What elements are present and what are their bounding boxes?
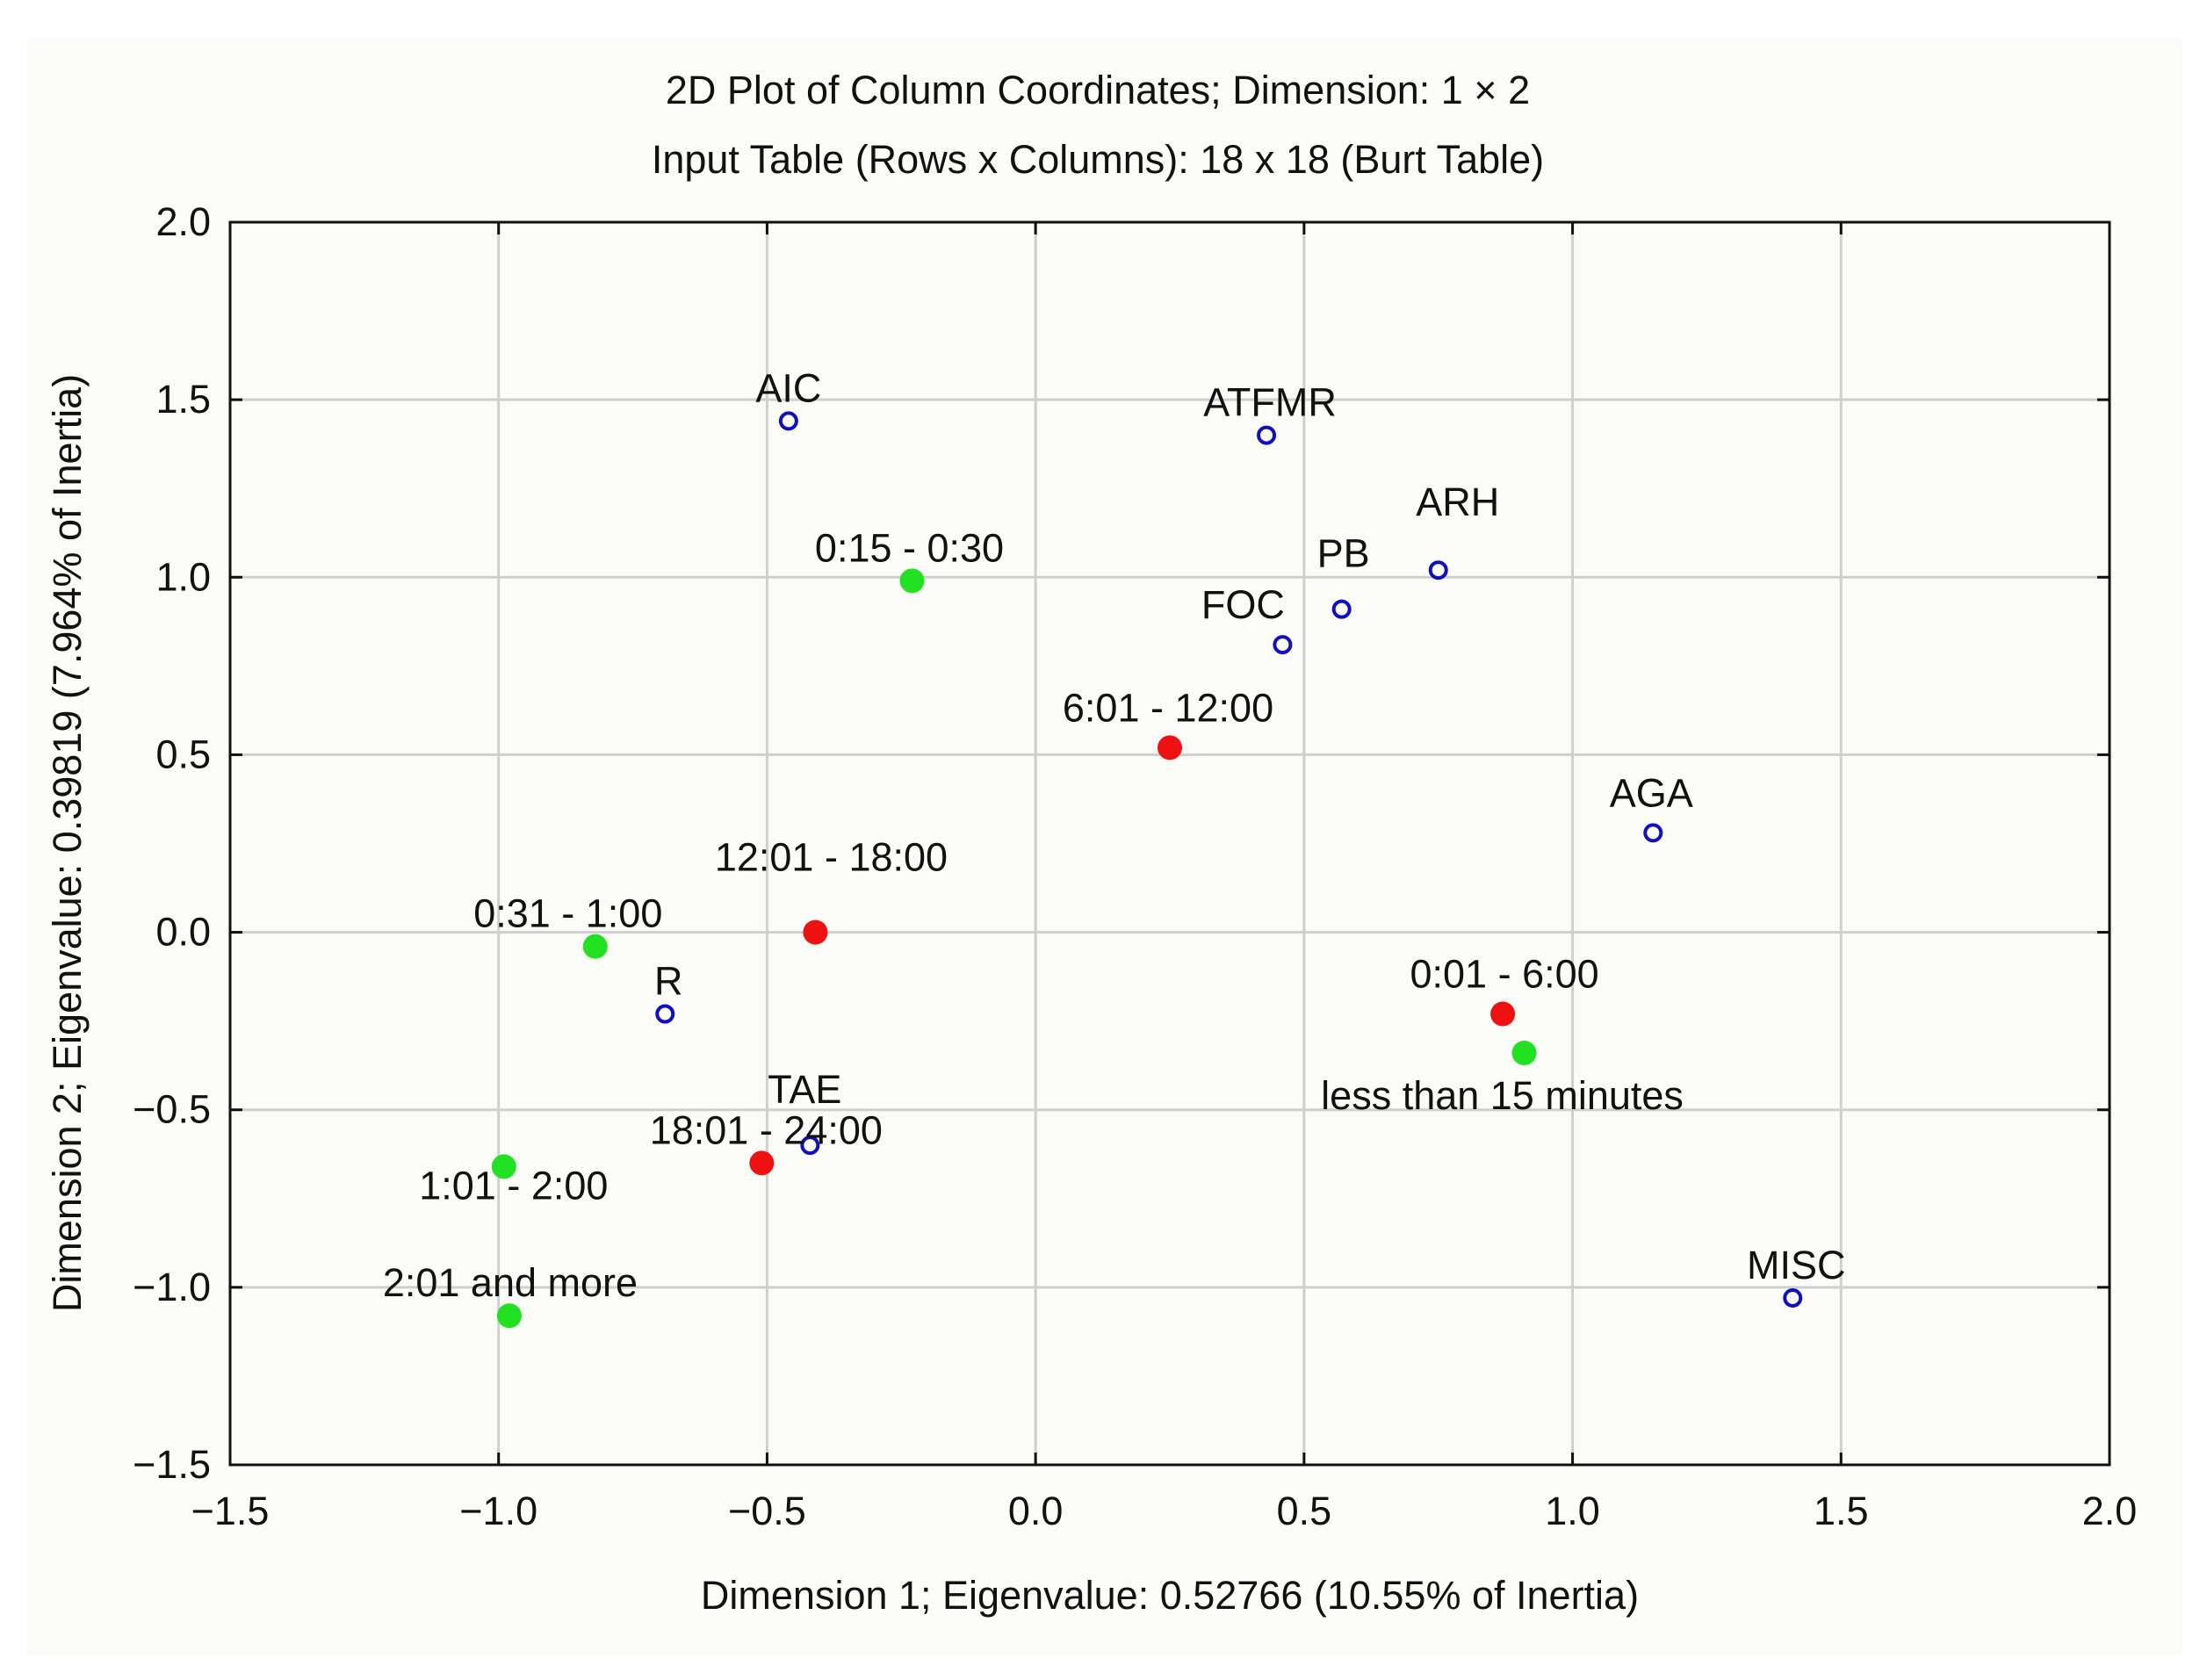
- point-labels: AIC ATFMR ARH PB FOC AGA R TAE MISC 6:01 - 12:00 1…: [383, 365, 1846, 1305]
- point-categories: [655, 1004, 675, 1024]
- point-label: TAE: [768, 1067, 841, 1112]
- axis-ticks: −1.5 −1.0 −0.5 0.0 0.5 1.0 1.5 2.0 −1.5 −1.0 −0.5 0…: [133, 199, 2137, 1533]
- x-tick-label: 2.0: [2082, 1489, 2138, 1533]
- point-duration: [1511, 1041, 1537, 1066]
- x-tick-label: 1.5: [1814, 1489, 1869, 1533]
- y-tick-label: 0.5: [155, 732, 211, 776]
- x-tick-label: −1.0: [459, 1489, 537, 1533]
- point-categories: [778, 411, 798, 431]
- point-label: 0:31 - 1:00: [473, 891, 662, 936]
- y-axis-label: Dimension 2; Eigenvalue: 0.39819 (7.964%…: [45, 374, 90, 1312]
- point-categories: [800, 1136, 820, 1156]
- y-tick-label: −0.5: [133, 1087, 211, 1132]
- point-label: less than 15 minutes: [1321, 1073, 1684, 1118]
- point-time-of-day: [1490, 1001, 1516, 1027]
- y-tick-label: −1.0: [133, 1265, 211, 1309]
- x-tick-label: −1.5: [191, 1489, 270, 1533]
- x-tick-label: 0.0: [1008, 1489, 1064, 1533]
- x-tick-label: −0.5: [728, 1489, 806, 1533]
- point-label: MISC: [1747, 1243, 1846, 1287]
- y-tick-label: 1.0: [155, 554, 211, 599]
- point-label: 1:01 - 2:00: [419, 1163, 608, 1208]
- point-categories: [1257, 425, 1277, 445]
- point-time-of-day: [803, 919, 828, 945]
- point-label: PB: [1317, 531, 1370, 576]
- point-categories: [1273, 635, 1293, 655]
- point-categories: [1643, 823, 1663, 843]
- data-points: [491, 411, 1803, 1329]
- y-tick-label: −1.5: [133, 1442, 211, 1487]
- point-label: 12:01 - 18:00: [715, 835, 948, 880]
- point-label: 0:01 - 6:00: [1410, 952, 1599, 997]
- point-categories: [1331, 599, 1352, 619]
- point-time-of-day: [749, 1150, 775, 1176]
- point-label: 6:01 - 12:00: [1063, 685, 1273, 730]
- point-duration: [582, 934, 608, 959]
- y-tick-label: 0.0: [155, 910, 211, 955]
- point-categories: [1428, 560, 1448, 580]
- point-label: 0:15 - 0:30: [815, 525, 1004, 570]
- y-tick-label: 2.0: [155, 199, 211, 244]
- point-label: R: [654, 959, 683, 1004]
- chart-subtitle: Input Table (Rows x Columns): 18 x 18 (B…: [652, 137, 1544, 182]
- point-label: 2:01 and more: [383, 1260, 638, 1305]
- point-label: AGA: [1610, 770, 1693, 815]
- point-categories: [1783, 1287, 1803, 1308]
- point-label: AIC: [755, 365, 821, 410]
- point-duration: [496, 1303, 522, 1329]
- point-time-of-day: [1158, 735, 1182, 761]
- point-label: ARH: [1416, 479, 1499, 524]
- plot-area-border: [228, 220, 2111, 1467]
- grid-lines: [230, 222, 2110, 1465]
- scatter-plot: 2D Plot of Column Coordinates; Dimension…: [45, 68, 2137, 1618]
- point-label: FOC: [1201, 582, 1285, 627]
- point-label: 18:01 - 24:00: [650, 1107, 883, 1152]
- y-tick-label: 1.5: [155, 377, 211, 422]
- x-tick-label: 0.5: [1277, 1489, 1332, 1533]
- x-axis-label: Dimension 1; Eigenvalue: 0.52766 (10.55%…: [701, 1573, 1639, 1618]
- x-tick-label: 1.0: [1545, 1489, 1600, 1533]
- chart-frame: 2D Plot of Column Coordinates; Dimension…: [26, 40, 2182, 1655]
- point-duration: [491, 1154, 516, 1179]
- point-duration: [899, 568, 925, 594]
- point-label: ATFMR: [1203, 380, 1337, 425]
- chart-title: 2D Plot of Column Coordinates; Dimension…: [666, 68, 1530, 112]
